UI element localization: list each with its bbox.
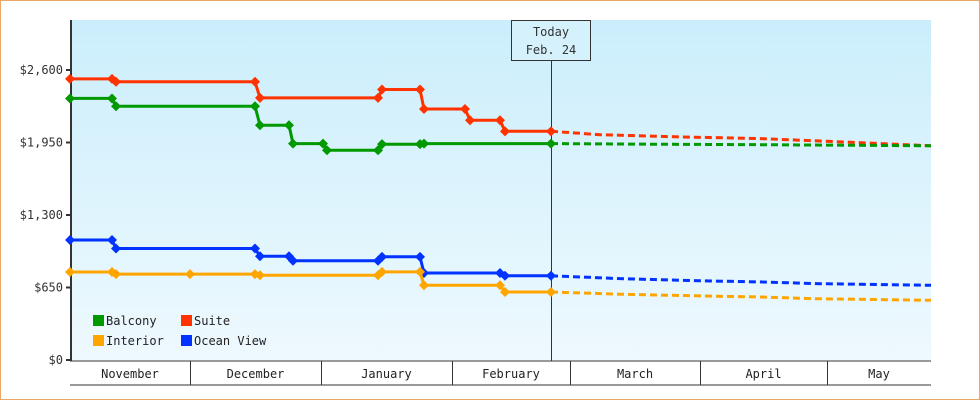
series-interior: [65, 266, 932, 302]
legend-label: Balcony: [106, 314, 157, 328]
legend-label: Suite: [194, 314, 230, 328]
history-line: [70, 238, 551, 278]
data-point-marker[interactable]: [546, 126, 556, 137]
data-point-marker[interactable]: [500, 270, 510, 281]
data-point-marker[interactable]: [107, 234, 117, 245]
data-point-marker[interactable]: [284, 120, 294, 131]
data-point-marker[interactable]: [111, 76, 121, 87]
y-tick-label: $1,950: [20, 136, 63, 150]
today-label: Today: [533, 25, 569, 39]
forecast-line: [550, 129, 932, 148]
month-label-february: February: [482, 367, 540, 381]
legend-item-interior[interactable]: Interior: [93, 334, 164, 348]
history-line: [70, 77, 551, 133]
data-point-marker[interactable]: [546, 286, 556, 297]
y-tick-label: $1,300: [20, 208, 63, 222]
data-point-marker[interactable]: [65, 266, 75, 277]
data-point-marker[interactable]: [373, 92, 383, 103]
data-point-marker[interactable]: [495, 280, 505, 291]
series-suite: [65, 73, 932, 148]
data-point-marker[interactable]: [465, 115, 475, 126]
data-point-marker[interactable]: [495, 115, 505, 126]
data-point-marker[interactable]: [288, 255, 298, 266]
data-point-marker[interactable]: [318, 138, 328, 149]
data-point-marker[interactable]: [415, 84, 425, 95]
month-label-january: January: [361, 367, 412, 381]
y-tick-label: $2,600: [20, 63, 63, 77]
month-label-april: April: [745, 367, 781, 381]
data-point-marker[interactable]: [107, 93, 117, 104]
legend-item-ocean-view[interactable]: Ocean View: [181, 334, 267, 348]
legend-label: Ocean View: [194, 334, 267, 348]
data-point-marker[interactable]: [322, 145, 332, 156]
data-point-marker[interactable]: [65, 93, 75, 104]
forecast-line: [550, 290, 932, 302]
month-label-may: May: [868, 367, 890, 381]
series-balcony: [65, 93, 932, 156]
today-marker: Today Feb. 24: [511, 20, 591, 361]
month-label-march: March: [617, 367, 653, 381]
data-point-marker[interactable]: [419, 280, 429, 291]
data-point-marker[interactable]: [460, 104, 470, 115]
legend-swatch: [181, 315, 192, 326]
data-point-marker[interactable]: [255, 92, 265, 103]
legend-swatch: [181, 335, 192, 346]
data-point-marker[interactable]: [377, 266, 387, 277]
legend-swatch: [93, 335, 104, 346]
month-label-december: December: [227, 367, 285, 381]
plot-area: [71, 20, 931, 360]
today-date: Feb. 24: [526, 43, 577, 57]
data-point-marker[interactable]: [415, 266, 425, 277]
today-box: [511, 20, 591, 61]
data-point-marker[interactable]: [500, 126, 510, 137]
x-axis: November December January February March Apri…: [70, 360, 931, 386]
month-label-november: November: [101, 367, 159, 381]
history-line: [70, 96, 551, 152]
data-point-marker[interactable]: [377, 251, 387, 262]
data-point-marker[interactable]: [65, 234, 75, 245]
data-point-marker[interactable]: [255, 270, 265, 281]
legend-swatch: [93, 315, 104, 326]
data-point-marker[interactable]: [65, 73, 75, 84]
data-point-marker[interactable]: [377, 84, 387, 95]
forecast-line: [550, 274, 932, 287]
data-point-marker[interactable]: [250, 243, 260, 254]
data-point-marker[interactable]: [111, 243, 121, 254]
data-point-marker[interactable]: [500, 286, 510, 297]
data-point-marker[interactable]: [377, 139, 387, 150]
data-point-marker[interactable]: [111, 101, 121, 112]
data-point-marker[interactable]: [415, 251, 425, 262]
data-point-marker[interactable]: [546, 270, 556, 281]
data-point-marker[interactable]: [419, 138, 429, 149]
data-point-marker[interactable]: [288, 138, 298, 149]
data-point-marker[interactable]: [111, 269, 121, 280]
data-point-marker[interactable]: [250, 101, 260, 112]
data-point-marker[interactable]: [419, 104, 429, 115]
legend-item-suite[interactable]: Suite: [181, 314, 230, 328]
forecast-line: [550, 142, 932, 148]
data-point-marker[interactable]: [255, 120, 265, 131]
data-point-marker[interactable]: [250, 76, 260, 87]
y-tick-label: $650: [34, 281, 63, 295]
data-point-marker[interactable]: [255, 251, 265, 262]
data-point-marker[interactable]: [373, 145, 383, 156]
legend-label: Interior: [106, 334, 164, 348]
y-tick-label: $0: [49, 353, 63, 367]
series-ocean-view: [65, 234, 932, 287]
series-lines: [65, 73, 932, 302]
legend-item-balcony[interactable]: Balcony: [93, 314, 157, 328]
y-axis: $0 $650 $1,300 $1,950 $2,600: [20, 20, 72, 367]
legend: Balcony Suite Interior Ocean View: [93, 314, 267, 348]
data-point-marker[interactable]: [546, 138, 556, 149]
data-point-marker[interactable]: [185, 269, 195, 280]
